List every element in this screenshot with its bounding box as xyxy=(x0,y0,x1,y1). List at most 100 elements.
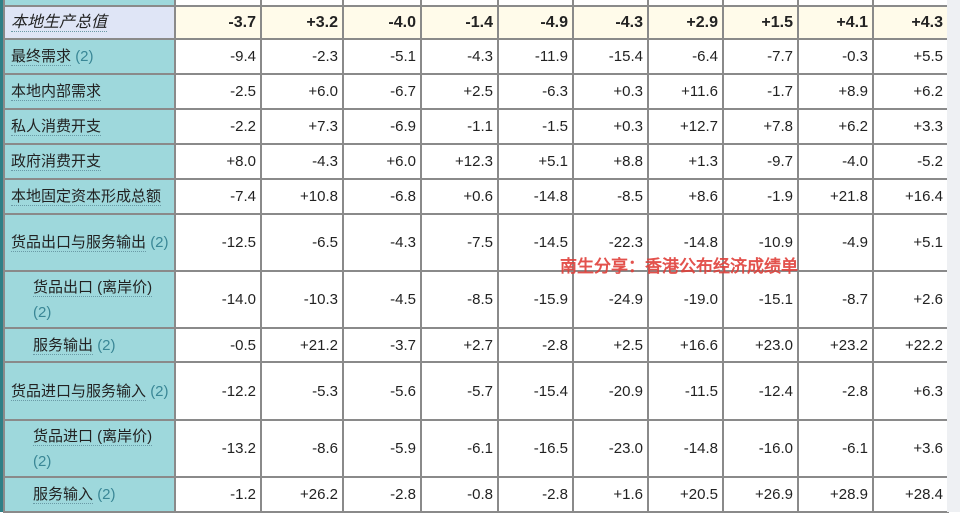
row-label: 最终需求 (2) xyxy=(3,38,176,75)
value-cell: +2.9 xyxy=(647,5,724,40)
value-cell: -2.2 xyxy=(174,108,262,145)
value-cell: +4.3 xyxy=(872,5,949,40)
value-cell: -4.3 xyxy=(342,213,422,272)
value-cell: +2.7 xyxy=(420,327,499,363)
value-cell: -5.1 xyxy=(342,38,422,75)
row-label: 本地内部需求 xyxy=(3,73,176,110)
table-row: 政府消费开支 +8.0 -4.3 +6.0 +12.3 +5.1 +8.8 +1.3 -9.7-… xyxy=(3,143,949,180)
row-label-link[interactable]: 货品出口 (离岸价) xyxy=(33,278,153,297)
value-cell: -1.5 xyxy=(497,108,574,145)
value-cell: +2.5 xyxy=(572,327,649,363)
value-cell: +12.3 xyxy=(420,143,499,180)
value-cell: -10.3 xyxy=(260,270,344,329)
row-label-link[interactable]: 货品出口与服务输出 xyxy=(11,234,147,252)
value-cell: -5.3 xyxy=(260,361,344,421)
row-label-link[interactable]: 货品进口与服务输入 xyxy=(11,382,147,401)
value-cell: +26.9 xyxy=(722,476,799,513)
value-cell: -20.9 xyxy=(572,361,649,421)
value-cell: +3.3 xyxy=(872,108,949,145)
footnote-link[interactable]: (2) xyxy=(150,234,169,251)
row-label-link[interactable]: 最终需求 xyxy=(11,48,72,66)
footnote-link[interactable]: (2) xyxy=(97,486,116,503)
row-label-link[interactable]: 服务输出 xyxy=(33,336,94,355)
value-cell: +10.8 xyxy=(260,178,344,215)
footnote-link[interactable]: (2) xyxy=(97,336,116,354)
value-cell: -1.7 xyxy=(722,73,799,110)
value-cell: +8.8 xyxy=(572,143,649,180)
value-cell: -6.7 xyxy=(342,73,422,110)
row-label-link[interactable]: 货品进口 (离岸价) xyxy=(33,427,153,446)
prev-row-partial xyxy=(3,0,949,7)
row-label-link[interactable]: 政府消费开支 xyxy=(11,153,102,171)
row-label-link[interactable]: 服务输入 xyxy=(33,486,94,504)
value-cell: +12.7 xyxy=(647,108,724,145)
table-row: 货品进口 (离岸价) (2) -13.2 -8.6 -5.9 -6.1 -16.5 -23.… xyxy=(3,419,949,478)
value-cell: +28.4 xyxy=(872,476,949,513)
value-cell: -15.1 xyxy=(722,270,799,329)
value-cell: -19.0 xyxy=(647,270,724,329)
value-cell: -6.5 xyxy=(260,213,344,272)
value-cell: -6.4 xyxy=(647,38,724,75)
table-row: 本地固定资本形成总额 -7.4 +10.8 -6.8 +0.6 -14.8 -8.5 +8.6… xyxy=(3,178,949,215)
value-cell: +6.0 xyxy=(260,73,344,110)
value-cell: -13.2 xyxy=(174,419,262,478)
value-cell: -1.9 xyxy=(722,178,799,215)
value-cell: +2.6 xyxy=(872,270,949,329)
value-cell: -4.3 xyxy=(420,38,499,75)
value-cell: -15.9 xyxy=(497,270,574,329)
value-cell: +4.1 xyxy=(797,5,874,40)
row-label-link[interactable]: 本地固定资本形成总额 xyxy=(11,188,162,206)
value-cell: +6.0 xyxy=(342,143,422,180)
value-cell: +0.3 xyxy=(572,73,649,110)
value-cell: -2.5 xyxy=(174,73,262,110)
value-cell: -4.5 xyxy=(342,270,422,329)
value-cell: +6.3 xyxy=(872,361,949,421)
value-cell: +23.2 xyxy=(797,327,874,363)
table-row: 货品出口与服务输出 (2) -12.5 -6.5 -4.3 -7.5 -14.5 -22.3… xyxy=(3,213,949,272)
value-cell: -6.1 xyxy=(797,419,874,478)
footnote-link[interactable]: (2) xyxy=(33,303,52,321)
value-cell: -5.2 xyxy=(872,143,949,180)
value-cell: +0.6 xyxy=(420,178,499,215)
value-cell: +20.5 xyxy=(647,476,724,513)
table-row: 最终需求 (2) -9.4 -2.3 -5.1 -4.3 -11.9 -15.4 -6.4 -7… xyxy=(3,38,949,75)
value-cell: -16.5 xyxy=(497,419,574,478)
value-cell: +8.0 xyxy=(174,143,262,180)
table-row: 服务输出 (2) -0.5 +21.2 -3.7 +2.7 -2.8 +2.5 +16.6 +2… xyxy=(3,327,949,363)
value-cell: -12.2 xyxy=(174,361,262,421)
row-label: 货品进口 (离岸价) (2) xyxy=(3,419,176,478)
value-cell: -9.4 xyxy=(174,38,262,75)
value-cell: +1.5 xyxy=(722,5,799,40)
value-cell: +8.6 xyxy=(647,178,724,215)
footnote-link[interactable]: (2) xyxy=(150,382,169,400)
value-cell: +11.6 xyxy=(647,73,724,110)
value-cell: -14.8 xyxy=(647,419,724,478)
row-label: 私人消费开支 xyxy=(3,108,176,145)
value-cell: +3.6 xyxy=(872,419,949,478)
value-cell: +5.1 xyxy=(872,213,949,272)
row-label-link[interactable]: 私人消费开支 xyxy=(11,118,102,136)
footnote-link[interactable]: (2) xyxy=(75,48,94,65)
value-cell: -14.8 xyxy=(497,178,574,215)
value-cell: -7.7 xyxy=(722,38,799,75)
value-cell: +5.1 xyxy=(497,143,574,180)
value-cell: +0.3 xyxy=(572,108,649,145)
value-cell: -3.7 xyxy=(342,327,422,363)
row-label: 服务输入 (2) xyxy=(3,476,176,513)
value-cell: -16.0 xyxy=(722,419,799,478)
table-row: 服务输入 (2) -1.2 +26.2 -2.8 -0.8 -2.8 +1.6 +20.5 +2… xyxy=(3,476,949,513)
row-label-link[interactable]: 本地内部需求 xyxy=(11,83,102,101)
scrollbar-track[interactable] xyxy=(947,0,960,512)
value-cell: -6.9 xyxy=(342,108,422,145)
value-cell: -15.4 xyxy=(497,361,574,421)
value-cell: +7.3 xyxy=(260,108,344,145)
value-cell: -22.3 xyxy=(572,213,649,272)
value-cell: +6.2 xyxy=(797,108,874,145)
value-cell: -6.1 xyxy=(420,419,499,478)
value-cell: +16.6 xyxy=(647,327,724,363)
value-cell: -4.0 xyxy=(797,143,874,180)
footnote-link[interactable]: (2) xyxy=(33,452,52,470)
value-cell: -9.7 xyxy=(722,143,799,180)
row-label-link[interactable]: 本地生产总值 xyxy=(11,14,108,32)
value-cell: -1.4 xyxy=(420,5,499,40)
